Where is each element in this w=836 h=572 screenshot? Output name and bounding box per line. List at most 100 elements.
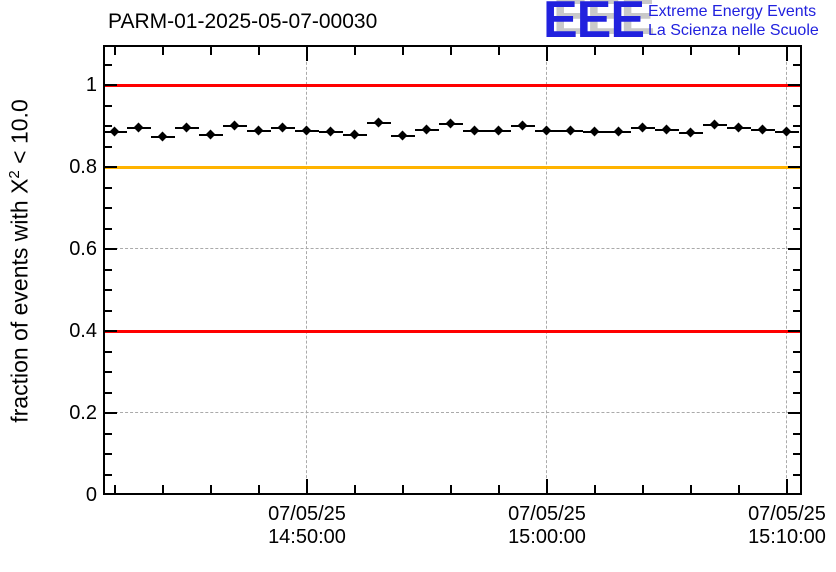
eee-logo-text: Extreme Energy Events La Scienza nelle S…	[648, 2, 819, 40]
data-point-marker	[301, 125, 312, 135]
data-point-marker	[349, 129, 360, 140]
eee-logo-acronym: EEE	[543, 0, 645, 49]
y-axis-title-prefix: fraction of events with X	[6, 178, 33, 423]
v-gridline	[786, 47, 787, 493]
y-axis-tick	[788, 330, 800, 332]
x-axis-tick	[450, 47, 452, 55]
data-point-marker	[133, 122, 144, 133]
y-axis-tick	[105, 391, 112, 394]
y-axis-tick	[793, 289, 800, 291]
data-point-marker	[781, 126, 792, 137]
x-axis-tick	[690, 47, 692, 55]
x-tick-label-date: 07/05/25	[508, 503, 586, 525]
x-axis-tick	[258, 485, 260, 493]
x-tick-label-time: 14:50:00	[268, 526, 346, 548]
data-point-marker	[613, 126, 624, 137]
data-point-marker	[325, 126, 336, 137]
y-axis-tick	[788, 494, 800, 495]
y-axis-tick	[793, 309, 800, 312]
x-tick-label: 07/05/25 15:10:00	[727, 503, 836, 549]
data-point-marker	[565, 125, 576, 136]
data-point-marker	[517, 120, 528, 131]
x-axis-tick	[162, 47, 164, 55]
x-axis-tick	[114, 485, 116, 493]
x-tick-label-time: 15:10:00	[748, 526, 826, 548]
x-axis-tick	[354, 485, 356, 493]
y-axis-tick	[793, 125, 800, 127]
data-point-marker	[157, 131, 168, 142]
y-axis-tick	[105, 166, 117, 168]
data-point-marker	[709, 119, 720, 130]
x-axis-tick	[450, 485, 452, 493]
x-axis-tick	[402, 47, 404, 55]
y-axis-tick	[105, 494, 117, 495]
reference-line	[105, 166, 800, 169]
x-tick-label: 07/05/25 14:50:00	[247, 503, 367, 549]
y-axis-title-sup: 2	[6, 170, 23, 179]
y-axis-tick	[105, 309, 112, 312]
y-axis-tick	[105, 104, 112, 107]
data-point-marker	[181, 122, 192, 133]
x-axis-tick	[306, 47, 308, 61]
y-axis-tick	[105, 330, 117, 332]
plot-frame	[103, 45, 802, 495]
x-axis-tick	[210, 485, 212, 493]
y-axis-tick	[793, 227, 800, 230]
y-axis-tick	[788, 166, 800, 168]
plot-title: PARM-01-2025-05-07-00030	[108, 10, 378, 33]
y-axis-tick	[105, 350, 112, 353]
y-axis-tick	[793, 371, 800, 373]
y-tick-label: 0.2	[69, 402, 97, 424]
reference-line	[105, 84, 800, 87]
y-axis-tick	[105, 125, 112, 127]
y-axis-tick	[793, 473, 800, 476]
y-axis-tick	[788, 84, 800, 86]
x-tick-label-date: 07/05/25	[748, 503, 826, 525]
x-tick-label: 07/05/25 15:00:00	[487, 503, 607, 549]
y-axis-tick	[793, 207, 800, 209]
y-tick-label: 0.8	[69, 156, 97, 178]
y-axis-tick	[105, 268, 112, 271]
y-tick-label: 0.6	[69, 238, 97, 260]
data-point-marker	[733, 123, 744, 133]
x-tick-label-time: 15:00:00	[508, 526, 586, 548]
x-axis-tick	[594, 47, 596, 55]
y-axis-tick	[105, 145, 112, 148]
x-axis-tick	[642, 485, 644, 493]
y-axis-tick	[105, 84, 117, 86]
data-point-marker	[469, 125, 480, 135]
data-point-marker	[109, 126, 120, 137]
x-axis-tick	[738, 47, 740, 55]
data-point-marker	[397, 130, 408, 141]
x-axis-tick	[354, 47, 356, 55]
x-tick-label-date: 07/05/25	[268, 503, 346, 525]
eee-logo-line2: La Scienza nelle Scuole	[648, 22, 819, 39]
y-axis-tick	[793, 145, 800, 148]
y-axis-tick	[793, 63, 800, 66]
data-point-marker	[493, 125, 504, 136]
data-point-marker	[541, 125, 552, 135]
x-axis-tick	[258, 47, 260, 55]
x-axis-tick	[786, 479, 788, 493]
y-axis-tick	[105, 453, 112, 455]
y-axis-tick	[793, 104, 800, 107]
x-axis-tick	[498, 485, 500, 493]
y-axis-tick	[105, 432, 112, 435]
data-point-marker	[421, 124, 432, 135]
x-axis-tick	[546, 47, 548, 61]
data-point-marker	[253, 125, 264, 136]
data-point-marker	[589, 126, 600, 137]
x-axis-tick	[642, 47, 644, 55]
y-axis-tick	[105, 63, 112, 66]
y-tick-label: 0	[85, 484, 97, 506]
v-gridline	[546, 47, 547, 493]
y-axis-tick	[105, 227, 112, 230]
y-axis-tick	[105, 473, 112, 476]
y-axis-tick	[105, 289, 112, 291]
x-axis-tick	[546, 479, 548, 493]
y-axis-tick	[788, 412, 800, 414]
y-axis-title-suffix: < 10.0	[6, 99, 33, 171]
h-gridline	[105, 248, 800, 249]
x-axis-tick	[738, 485, 740, 493]
